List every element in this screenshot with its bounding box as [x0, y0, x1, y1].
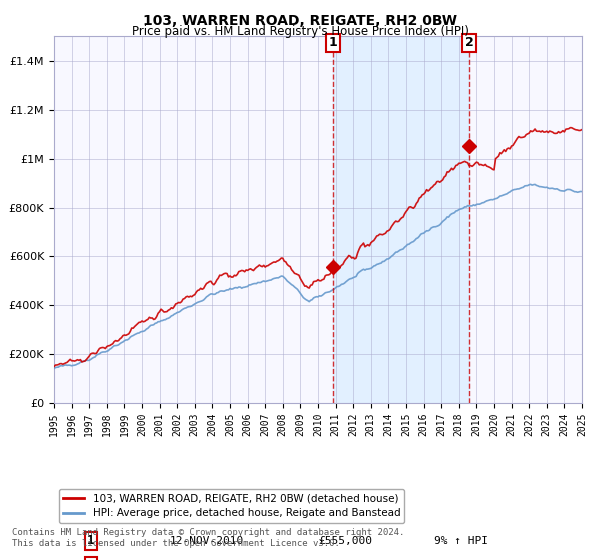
- Text: £555,000: £555,000: [318, 536, 372, 546]
- Text: 12-NOV-2010: 12-NOV-2010: [170, 536, 244, 546]
- Bar: [334, 36, 469, 403]
- Text: 103, WARREN ROAD, REIGATE, RH2 0BW: 103, WARREN ROAD, REIGATE, RH2 0BW: [143, 14, 457, 28]
- Legend: 103, WARREN ROAD, REIGATE, RH2 0BW (detached house), HPI: Average price, detache: 103, WARREN ROAD, REIGATE, RH2 0BW (deta…: [59, 489, 404, 522]
- Text: 1: 1: [87, 534, 95, 547]
- Text: Contains HM Land Registry data © Crown copyright and database right 2024.
This d: Contains HM Land Registry data © Crown c…: [12, 528, 404, 548]
- Text: 9% ↑ HPI: 9% ↑ HPI: [434, 536, 488, 546]
- Text: Price paid vs. HM Land Registry's House Price Index (HPI): Price paid vs. HM Land Registry's House …: [131, 25, 469, 38]
- Text: 1: 1: [329, 36, 338, 49]
- Text: 2: 2: [465, 36, 473, 49]
